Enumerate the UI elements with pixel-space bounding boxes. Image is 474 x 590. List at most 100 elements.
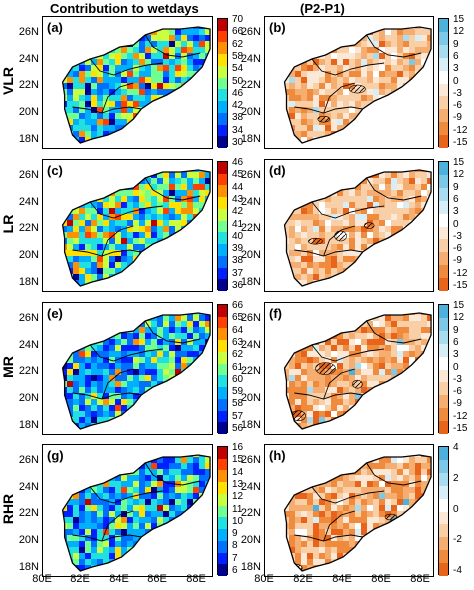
y-tick-label: 22N (18, 79, 39, 92)
colorbar-tick-label: 43 (232, 193, 244, 205)
colorbar-tick-label: 38 (232, 112, 244, 124)
colorbar-segment (218, 375, 227, 388)
colorbar-segment (218, 244, 227, 257)
y-tick-label: 18N (240, 560, 261, 573)
colorbar-segment (218, 267, 227, 280)
colorbar-tick-label: 9 (453, 324, 459, 336)
colorbar-tick-label: 36 (232, 280, 244, 291)
colorbar-tick-label: 6 (232, 565, 238, 576)
x-tick-label: 80E (254, 573, 274, 585)
colorbar-segment (439, 511, 448, 525)
y-tick-label: 24N (18, 338, 39, 351)
colorbar-segment (439, 200, 448, 215)
y-tick-label: 26N (18, 169, 39, 182)
colorbar-tick-label: 4 (453, 442, 459, 453)
panel-letter: (h) (269, 448, 286, 463)
x-tick-label: 82E (293, 573, 313, 585)
panel-letter: (b) (269, 20, 286, 35)
map-panel-vlr-contribution: (a) (42, 16, 213, 149)
colorbar-segment (218, 30, 227, 43)
colorbar-tick-label: 61 (232, 361, 244, 373)
colorbar-tick-label: 10 (232, 515, 244, 527)
title-contribution: Contribution to wetdays (50, 1, 199, 16)
x-tick-label: 86E (371, 573, 391, 585)
colorbar-segment (439, 382, 448, 396)
colorbar-tick-label: 34 (232, 124, 244, 136)
y-tick-label: 24N (240, 480, 261, 493)
colorbar-tick-label: 9 (232, 528, 238, 540)
y-tick-label: 18N (18, 418, 39, 431)
colorbar-segment (439, 395, 448, 409)
colorbar-tick-label: 3 (453, 349, 459, 361)
colorbar-tick-label: -2 (453, 534, 462, 546)
panel-letter: (e) (47, 306, 63, 321)
colorbar-segment (439, 162, 448, 176)
colorbar-segment (218, 305, 227, 318)
colorbar-tick-label: 45 (232, 169, 244, 181)
colorbar-segment (218, 124, 227, 137)
y-tick-label: 24N (240, 52, 261, 65)
colorbar-tick-label: 46 (232, 157, 244, 168)
colorbar-tick-label: -15 (453, 423, 468, 434)
colorbar-segment (439, 96, 448, 110)
colorbar-tick-label: 50 (232, 75, 244, 87)
colorbar-tick-label: 64 (232, 324, 244, 336)
colorbar-segment (218, 54, 227, 67)
colorbar-segment (218, 493, 227, 507)
colorbar-tick-label: 15 (453, 300, 465, 311)
x-tick-label: 84E (109, 573, 129, 585)
colorbar-segment (439, 305, 448, 319)
colorbar-tick-label: 15 (453, 14, 465, 25)
colorbar-segment (439, 83, 448, 97)
panel-letter: (f) (269, 306, 282, 321)
colorbar-segment (218, 173, 227, 186)
colorbar-segment (439, 472, 448, 487)
colorbar-tick-label: 12 (453, 169, 465, 181)
colorbar-segment (218, 398, 227, 412)
colorbar-tick-label: 60 (232, 373, 244, 385)
colorbar-tick-label: -6 (453, 386, 462, 398)
x-tick-label: 84E (332, 573, 352, 585)
map-panel-rhr-difference: (h) (264, 444, 434, 577)
y-tick-label: 18N (240, 418, 261, 431)
colorbar-segment (439, 447, 448, 461)
y-tick-label: 22N (240, 507, 261, 520)
colorbar-tick-label: 15 (453, 157, 465, 168)
y-tick-label: 20N (18, 534, 39, 547)
colorbar-tick-label: 2 (453, 472, 459, 484)
y-tick-label: 22N (18, 222, 39, 235)
colorbar-tick-label: 70 (232, 14, 244, 25)
colorbar-tick-label: 0 (453, 503, 459, 515)
colorbar-segment (439, 187, 448, 202)
y-tick-label: 20N (240, 106, 261, 119)
colorbar-segment (218, 517, 227, 530)
colorbar-tick-label: -9 (453, 255, 462, 267)
colorbar-segment (218, 540, 227, 554)
colorbar-lr-contribution (217, 161, 228, 292)
y-tick-label: 24N (18, 195, 39, 208)
y-tick-label: 18N (18, 275, 39, 288)
colorbar-segment (439, 57, 448, 72)
colorbar-tick-label: 42 (232, 206, 244, 218)
y-tick-label: 26N (18, 26, 39, 39)
colorbar-tick-label: 6 (453, 50, 459, 62)
colorbar-tick-label: 14 (232, 466, 244, 478)
colorbar-tick-label: 0 (453, 361, 459, 373)
colorbar-segment (439, 19, 448, 33)
colorbar-segment (439, 44, 448, 59)
colorbar-rhr-contribution (217, 446, 228, 577)
y-tick-label: 26N (18, 454, 39, 467)
colorbar-tick-label: 58 (232, 398, 244, 410)
colorbar-segment (218, 101, 227, 114)
y-tick-label: 22N (240, 365, 261, 378)
colorbar-segment (439, 485, 448, 500)
colorbar-segment (439, 330, 448, 345)
colorbar-tick-label: 63 (232, 336, 244, 348)
colorbar-segment (439, 537, 448, 551)
map-panel-vlr-difference: (b) (264, 16, 434, 149)
y-tick-label: 20N (240, 392, 261, 405)
colorbar-tick-label: 9 (453, 38, 459, 50)
colorbar-vlr-contribution (217, 18, 228, 149)
colorbar-tick-label: 12 (453, 312, 465, 324)
y-tick-label: 22N (240, 222, 261, 235)
